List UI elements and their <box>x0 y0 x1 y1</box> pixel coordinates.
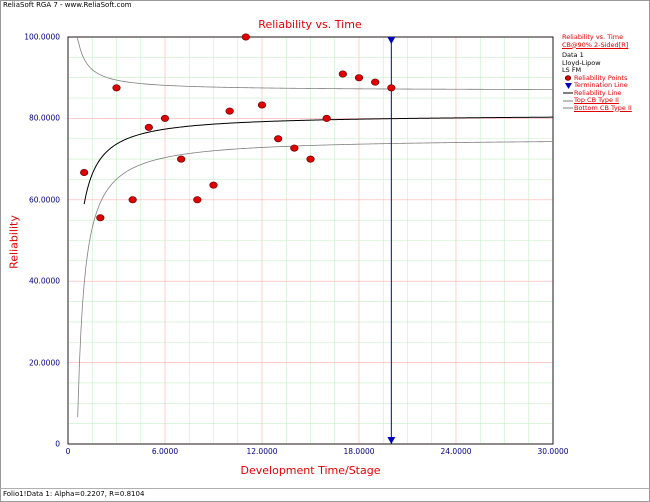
plot-border <box>67 36 554 445</box>
reliability-point <box>354 74 364 82</box>
black-line-icon <box>562 91 574 95</box>
legend-data-name: Data 1 <box>562 51 584 59</box>
y-tick-label: 0 <box>55 439 60 449</box>
reliability-point <box>160 114 170 122</box>
reliability-point <box>96 214 105 222</box>
legend-item-top-cb: Top CB Type II <box>562 96 632 105</box>
status-bar-divider <box>0 488 650 489</box>
x-tick-label: 12.0000 <box>246 447 278 456</box>
reliability-point <box>177 155 186 163</box>
termination-marker-bottom <box>387 437 396 444</box>
chart-title: Reliability vs. Time <box>258 18 362 31</box>
y-tick-label: 80.0000 <box>28 113 60 123</box>
reliability-point <box>80 169 89 177</box>
x-tick-label: 0 <box>65 447 71 456</box>
legend-method-2: LS FM <box>562 66 582 74</box>
red-dot-icon <box>562 75 574 81</box>
reliability-point <box>209 181 218 189</box>
x-tick-label: 6.0000 <box>151 447 179 456</box>
y-tick-label: 20.0000 <box>28 358 60 368</box>
reliability-point <box>306 155 315 163</box>
legend-method-1: Lloyd-Lipow <box>562 58 601 67</box>
app-header: ReliaSoft RGA 7 - www.ReliaSoft.com <box>3 1 132 9</box>
legend-title: Reliability vs. Time <box>562 33 624 41</box>
reliability-point <box>112 84 121 92</box>
status-bar: Folio1!Data 1: Alpha=0.2207, R=0.8104 <box>3 490 145 498</box>
reliability-point <box>338 70 347 78</box>
y-tick-label: 60.0000 <box>28 195 60 205</box>
reliability-point <box>144 123 153 131</box>
reliability-point <box>371 78 380 86</box>
x-tick-label: 18.0000 <box>343 447 375 456</box>
reliability-point <box>257 101 267 109</box>
x-tick-label: 30.0000 <box>537 447 569 456</box>
reliability-point <box>322 114 331 122</box>
reliability-point <box>274 135 283 143</box>
reliability-line <box>83 116 554 205</box>
reliability-point <box>225 107 234 115</box>
termination-marker-top <box>387 37 396 44</box>
bottom-cb-line <box>77 141 554 418</box>
legend-item-bottom-cb: Bottom CB Type II <box>562 104 632 113</box>
top-cb-line <box>76 36 553 90</box>
reliability-point <box>193 196 202 204</box>
legend: Reliability vs. Time CB@90% 2-Sided[R] D… <box>562 33 632 113</box>
blue-triangle-icon <box>562 82 574 89</box>
reliability-point <box>241 33 250 41</box>
legend-item-reliability-points: Reliability Points <box>562 74 632 83</box>
legend-item-termination-line: Termination Line <box>562 81 632 90</box>
reliability-point <box>387 84 396 92</box>
x-axis-label: Development Time/Stage <box>240 464 381 477</box>
y-tick-label: 40.0000 <box>28 276 60 286</box>
gray-line-icon <box>562 99 574 103</box>
x-tick-label: 24.0000 <box>440 447 472 456</box>
reliability-point <box>290 144 299 152</box>
reliability-point <box>128 196 137 204</box>
legend-item-reliability-line: Reliability Line <box>562 89 632 98</box>
legend-cb-setting: CB@90% 2-Sided[R] <box>562 40 629 49</box>
gray-line-icon <box>562 106 574 110</box>
y-tick-label: 100.0000 <box>24 32 60 42</box>
